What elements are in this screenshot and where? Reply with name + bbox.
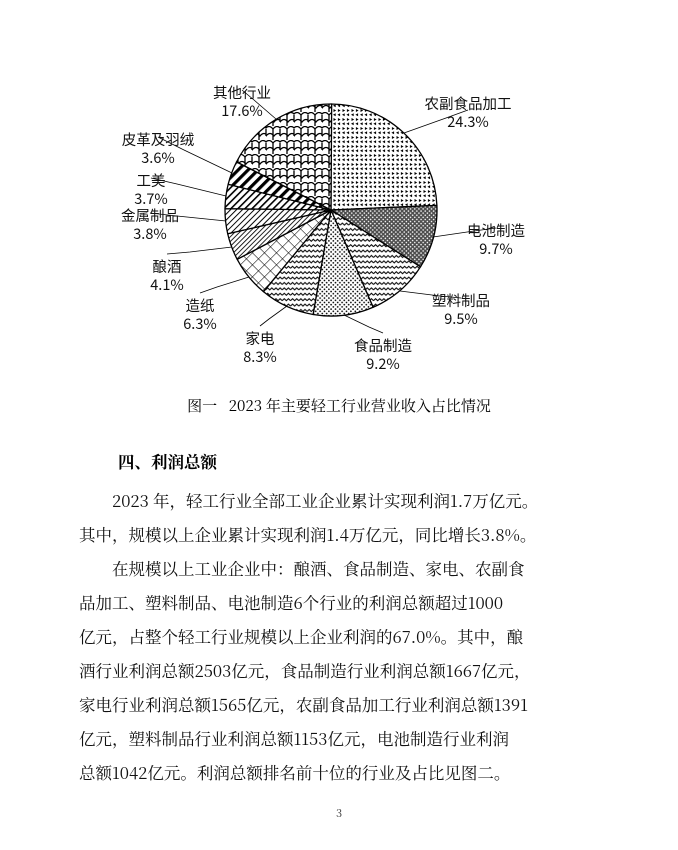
svg-text:9.5%: 9.5% xyxy=(444,308,477,329)
svg-text:9.2%: 9.2% xyxy=(366,353,399,374)
svg-text:3.7%: 3.7% xyxy=(134,188,167,209)
svg-text:4.1%: 4.1% xyxy=(150,274,183,295)
svg-text:9.7%: 9.7% xyxy=(479,238,512,259)
svg-text:3.6%: 3.6% xyxy=(141,147,174,168)
svg-text:8.3%: 8.3% xyxy=(243,346,276,367)
svg-text:3.8%: 3.8% xyxy=(133,223,166,244)
svg-text:6.3%: 6.3% xyxy=(183,313,216,334)
svg-text:24.3%: 24.3% xyxy=(447,111,489,132)
svg-text:17.6%: 17.6% xyxy=(221,100,263,121)
